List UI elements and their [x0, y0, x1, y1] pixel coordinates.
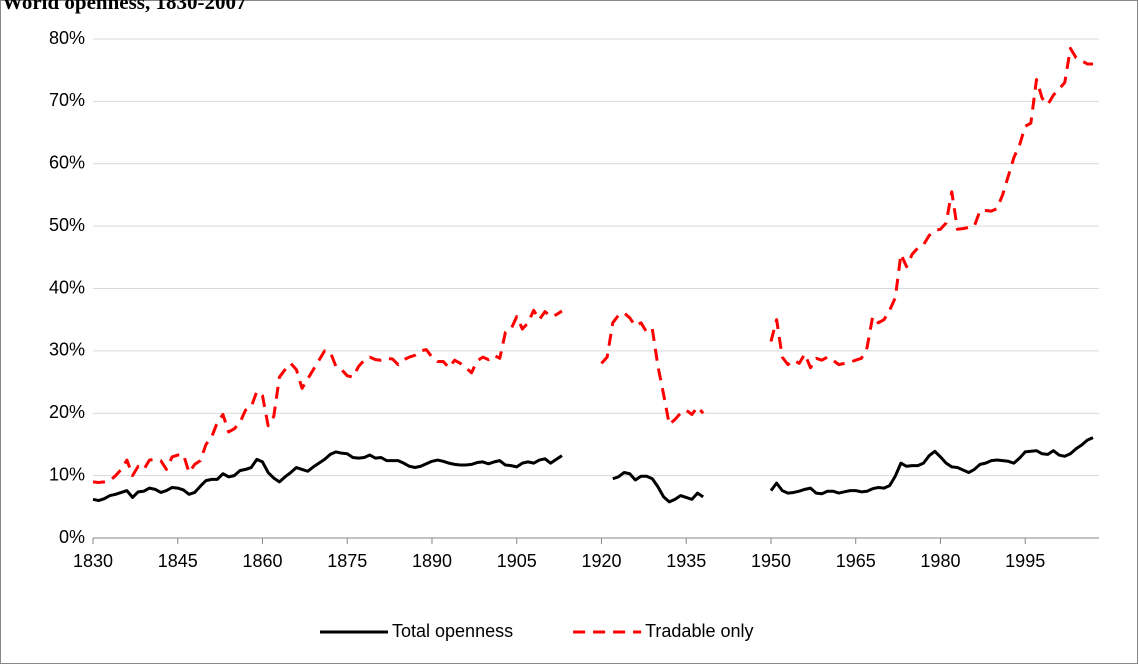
x-tick-label: 1860 [242, 551, 282, 571]
x-tick-label: 1905 [497, 551, 537, 571]
series-line [92, 46, 1093, 484]
x-tick-label: 1950 [751, 551, 791, 571]
x-tick-label: 1830 [73, 551, 113, 571]
y-tick-label: 40% [49, 277, 85, 297]
chart-title: World openness, 1830-2007 [2, 0, 246, 14]
x-tick-label: 1995 [1005, 551, 1045, 571]
y-tick-label: 0% [59, 527, 85, 547]
x-tick-label: 1845 [158, 551, 198, 571]
x-tick-label: 1875 [327, 551, 367, 571]
y-tick-label: 60% [49, 153, 85, 173]
y-tick-label: 30% [49, 340, 85, 360]
x-tick-label: 1935 [666, 551, 706, 571]
x-tick-label: 1890 [412, 551, 452, 571]
y-tick-label: 20% [49, 402, 85, 422]
y-tick-label: 80% [49, 28, 85, 48]
x-tick-label: 1920 [581, 551, 621, 571]
y-tick-label: 10% [49, 464, 85, 484]
series-line [92, 436, 1094, 504]
y-tick-label: 70% [49, 90, 85, 110]
legend-label: Tradable only [645, 621, 753, 641]
legend-label: Total openness [392, 621, 513, 641]
x-tick-label: 1965 [836, 551, 876, 571]
x-tick-label: 1980 [920, 551, 960, 571]
y-tick-label: 50% [49, 215, 85, 235]
